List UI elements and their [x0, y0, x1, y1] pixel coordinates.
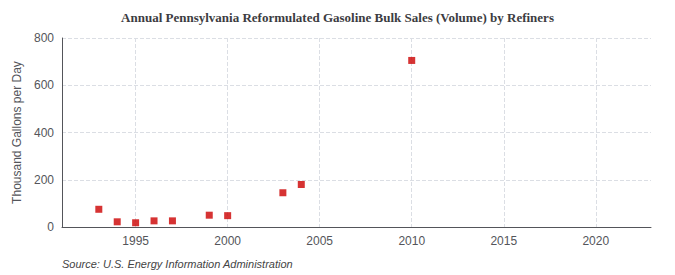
svg-text:Source: U.S. Energy Informatio: Source: U.S. Energy Information Administ…	[62, 258, 293, 270]
svg-text:2020: 2020	[582, 234, 609, 248]
svg-text:1995: 1995	[122, 234, 149, 248]
svg-text:2015: 2015	[490, 234, 517, 248]
svg-text:Thousand Gallons per Day: Thousand Gallons per Day	[10, 61, 24, 204]
svg-text:400: 400	[34, 126, 54, 140]
svg-text:2005: 2005	[306, 234, 333, 248]
svg-text:0: 0	[47, 220, 54, 234]
svg-text:600: 600	[34, 78, 54, 92]
svg-text:2010: 2010	[398, 234, 425, 248]
svg-text:Annual Pennsylvania Reformulat: Annual Pennsylvania Reformulated Gasolin…	[121, 10, 554, 25]
svg-text:2000: 2000	[214, 234, 241, 248]
svg-text:800: 800	[34, 31, 54, 45]
svg-text:200: 200	[34, 173, 54, 187]
